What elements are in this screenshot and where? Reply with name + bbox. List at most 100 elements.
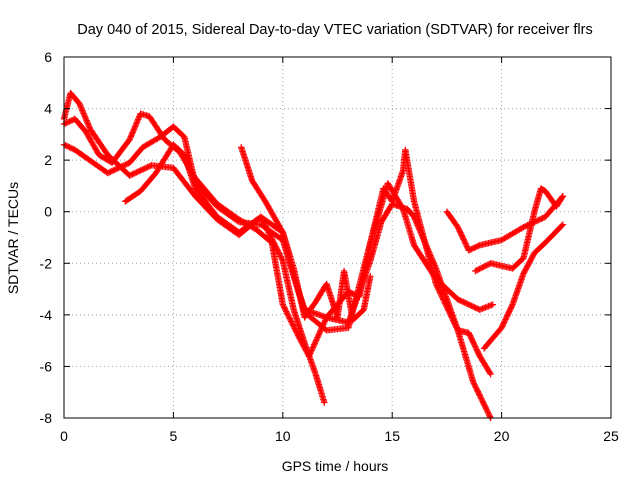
plus-marker bbox=[312, 338, 319, 345]
plus-marker bbox=[319, 322, 326, 330]
plus-marker bbox=[484, 407, 491, 415]
plus-marker bbox=[475, 242, 482, 250]
plus-marker bbox=[283, 309, 291, 317]
plus-marker bbox=[120, 162, 128, 169]
plus-marker bbox=[118, 163, 125, 170]
plus-marker bbox=[128, 132, 135, 139]
plus-marker bbox=[76, 100, 83, 107]
plus-marker bbox=[457, 297, 464, 304]
series-track-7 bbox=[480, 221, 567, 352]
plus-marker bbox=[279, 301, 286, 308]
plus-marker bbox=[468, 302, 475, 310]
plus-marker bbox=[447, 311, 454, 319]
plus-marker bbox=[311, 341, 318, 348]
plus-marker bbox=[466, 301, 474, 309]
plus-marker bbox=[145, 163, 152, 170]
plus-marker bbox=[276, 251, 284, 259]
plus-marker bbox=[442, 301, 450, 309]
plus-marker bbox=[439, 294, 446, 302]
y-tick-label: -4 bbox=[40, 307, 53, 323]
plus-marker bbox=[278, 254, 285, 262]
plus-marker bbox=[521, 223, 529, 230]
plus-marker bbox=[473, 305, 481, 312]
plus-marker bbox=[297, 336, 304, 343]
plus-marker bbox=[518, 224, 526, 232]
plus-marker bbox=[454, 296, 462, 303]
plus-marker bbox=[539, 214, 546, 222]
plus-marker bbox=[451, 321, 459, 328]
plus-marker bbox=[127, 133, 135, 140]
plus-marker bbox=[298, 339, 305, 346]
plus-marker bbox=[521, 267, 529, 275]
plus-marker bbox=[131, 123, 139, 130]
plus-marker bbox=[440, 296, 447, 303]
x-axis-title: GPS time / hours bbox=[282, 458, 389, 474]
plus-marker bbox=[77, 104, 85, 111]
plus-marker bbox=[133, 169, 140, 176]
plus-marker bbox=[135, 114, 142, 122]
plus-marker bbox=[350, 291, 358, 298]
x-tick-label: 0 bbox=[60, 428, 68, 444]
plus-marker bbox=[278, 256, 286, 263]
plus-marker bbox=[528, 255, 535, 262]
plus-marker bbox=[435, 286, 442, 293]
plus-marker bbox=[473, 385, 480, 393]
plus-marker bbox=[508, 302, 516, 310]
plus-marker bbox=[290, 322, 297, 329]
chart-title: Day 040 of 2015, Sidereal Day-to-day VTE… bbox=[77, 22, 592, 38]
plus-marker bbox=[432, 280, 440, 288]
plus-marker bbox=[76, 101, 84, 109]
plus-marker bbox=[66, 118, 73, 125]
plus-marker bbox=[285, 314, 293, 321]
y-tick-label: 2 bbox=[44, 152, 52, 168]
plus-marker bbox=[307, 348, 315, 356]
plus-marker bbox=[469, 303, 477, 310]
plus-marker bbox=[316, 329, 323, 337]
plus-marker bbox=[471, 382, 479, 390]
plus-marker bbox=[480, 263, 487, 271]
plus-marker bbox=[437, 290, 444, 297]
plus-marker bbox=[283, 308, 290, 315]
plus-marker bbox=[138, 166, 146, 174]
plus-marker bbox=[130, 170, 137, 177]
plus-marker bbox=[287, 316, 294, 324]
plus-marker bbox=[63, 142, 70, 150]
plus-marker bbox=[137, 167, 144, 174]
plus-marker bbox=[297, 337, 305, 345]
x-tick-label: 20 bbox=[494, 428, 510, 444]
plus-marker bbox=[462, 300, 470, 307]
plus-marker bbox=[436, 287, 443, 295]
plus-marker bbox=[280, 304, 288, 311]
plus-marker bbox=[444, 306, 452, 313]
plus-marker bbox=[484, 261, 492, 268]
plus-marker bbox=[317, 327, 324, 334]
plus-marker bbox=[133, 119, 141, 126]
plus-marker bbox=[62, 120, 69, 127]
plus-marker bbox=[105, 169, 113, 176]
plus-marker bbox=[477, 265, 485, 272]
plus-marker bbox=[465, 247, 472, 254]
plus-marker bbox=[483, 406, 490, 413]
plus-marker bbox=[320, 321, 327, 328]
plus-marker bbox=[476, 265, 483, 273]
plus-marker bbox=[520, 223, 527, 231]
plus-marker bbox=[313, 335, 321, 343]
plus-marker bbox=[130, 127, 137, 135]
plus-marker bbox=[69, 145, 76, 152]
plus-marker bbox=[302, 346, 309, 353]
plus-marker bbox=[476, 392, 484, 399]
plus-marker bbox=[536, 216, 544, 223]
plus-marker bbox=[481, 262, 489, 270]
plus-marker bbox=[112, 165, 120, 173]
plus-marker bbox=[292, 326, 299, 334]
plus-marker bbox=[144, 164, 151, 171]
plus-marker bbox=[472, 243, 479, 251]
plus-marker bbox=[473, 267, 480, 274]
plus-marker bbox=[485, 410, 492, 418]
plus-marker bbox=[123, 160, 131, 168]
plus-marker bbox=[82, 115, 90, 123]
plus-marker bbox=[314, 332, 322, 340]
plus-marker bbox=[77, 103, 84, 110]
plus-marker bbox=[136, 167, 143, 175]
plus-marker bbox=[119, 162, 127, 170]
